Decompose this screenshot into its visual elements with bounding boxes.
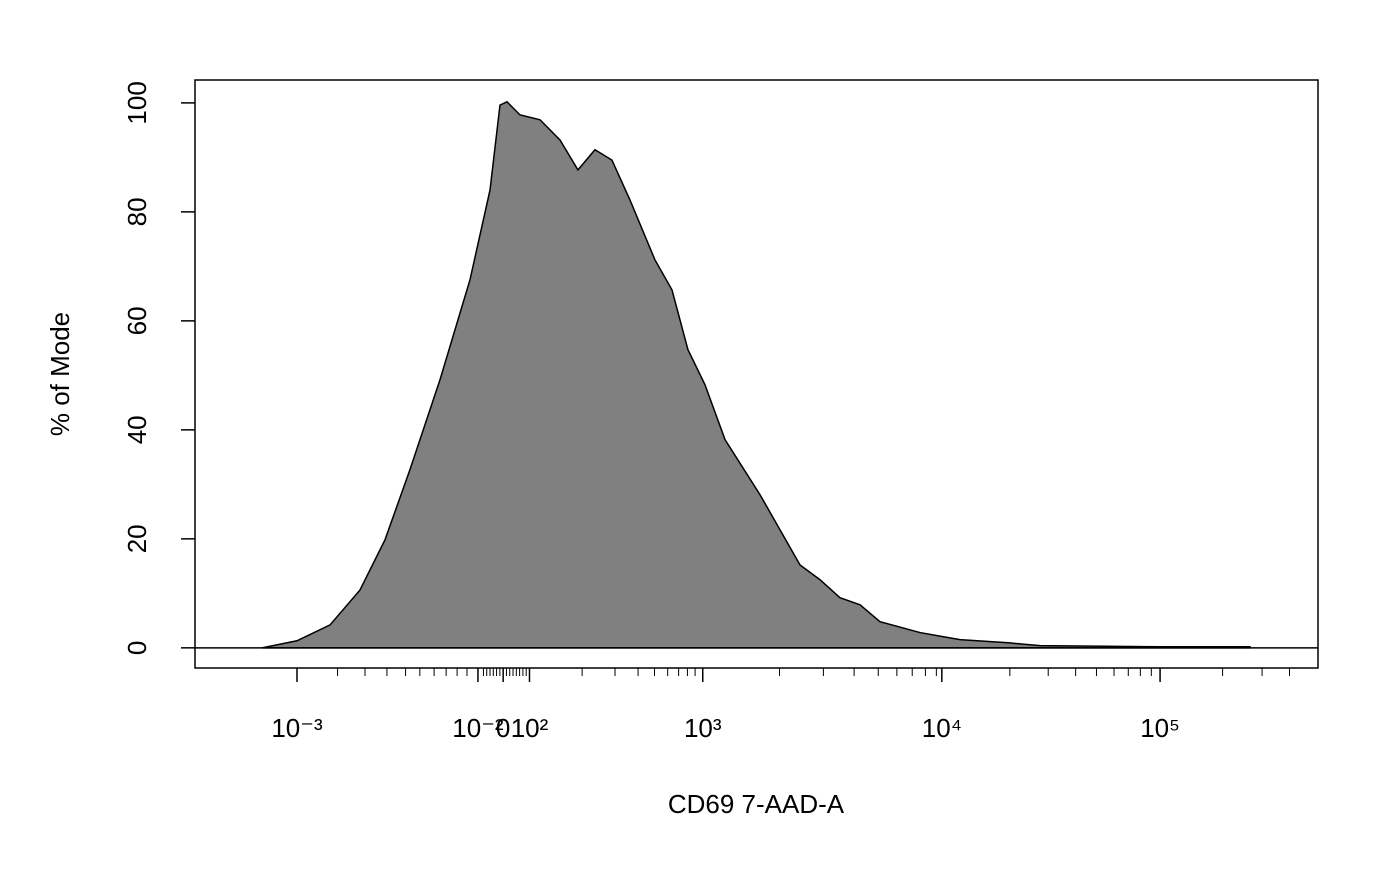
y-axis-title: % of Mode — [45, 312, 75, 436]
x-tick-label: 10³ — [684, 713, 722, 743]
x-tick-label: 10⁴ — [922, 713, 962, 743]
y-tick-label: 100 — [122, 81, 152, 124]
plot-frame — [194, 79, 1319, 669]
x-axis-title: CD69 7-AAD-A — [668, 789, 845, 819]
x-tick-label: 0 — [496, 713, 510, 743]
y-tick-label: 0 — [122, 641, 152, 655]
y-tick-label: 60 — [122, 306, 152, 335]
x-tick-label: 10⁵ — [1140, 713, 1180, 743]
y-tick-label: 40 — [122, 415, 152, 444]
x-tick-label: 10⁻³ — [271, 713, 323, 743]
x-tick-label: 10⁻² — [452, 713, 504, 743]
y-tick-label: 80 — [122, 197, 152, 226]
x-tick-label: 10² — [511, 713, 549, 743]
y-tick-label: 20 — [122, 524, 152, 553]
area — [261, 100, 1251, 649]
